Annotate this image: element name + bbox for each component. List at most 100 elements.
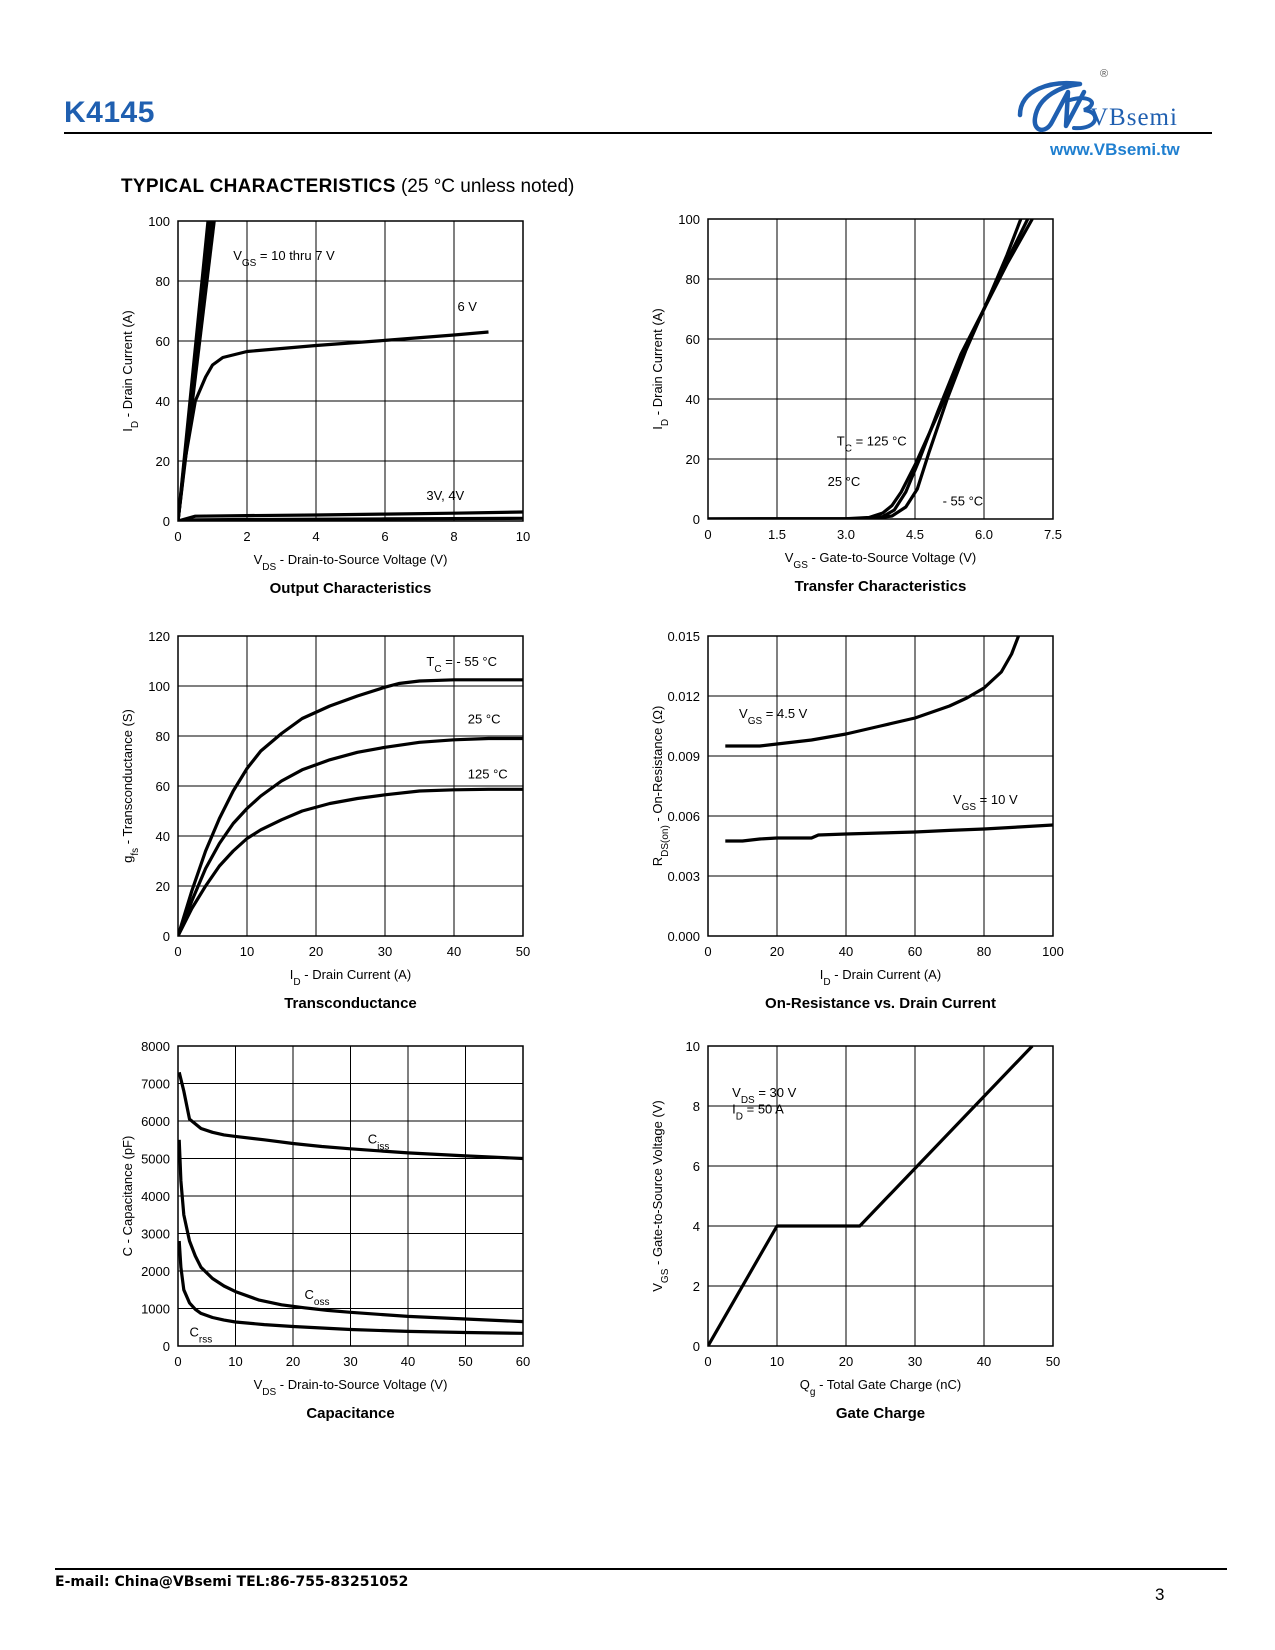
x-tick-label: 40 xyxy=(447,944,461,959)
brand-name: VBsemi xyxy=(1090,104,1178,131)
section-title: TYPICAL CHARACTERISTICS (25 °C unless no… xyxy=(121,176,574,198)
chart-title: Transconductance xyxy=(284,995,417,1012)
y-axis-label: ID - Drain Current (A) xyxy=(120,310,141,431)
annotation-label: VDS = 30 V xyxy=(732,1085,796,1106)
y-tick-label: 4 xyxy=(693,1219,700,1234)
x-axis-label: VDS - Drain-to-Source Voltage (V) xyxy=(254,552,448,573)
x-tick-label: 4 xyxy=(312,529,319,544)
annotation-label: 25 °C xyxy=(468,712,501,727)
y-tick-label: 80 xyxy=(156,729,170,744)
annotation-label: Crss xyxy=(190,1325,213,1346)
x-tick-label: 0 xyxy=(704,527,711,542)
chart-capacitance: 0 10 20 30 40 50 60 0 1000 2000 3000 4000 5000 6000 70… xyxy=(120,1039,530,1422)
x-tick-label: 60 xyxy=(908,944,922,959)
y-tick-label: 20 xyxy=(156,879,170,894)
series-line xyxy=(708,219,1023,519)
registered-mark: ® xyxy=(1100,68,1109,80)
x-tick-label: 80 xyxy=(977,944,991,959)
x-tick-label: 10 xyxy=(516,529,530,544)
y-tick-label: 100 xyxy=(148,679,170,694)
y-tick-label: 20 xyxy=(686,452,700,467)
series-line xyxy=(178,1240,523,1335)
annotation-label: TC = - 55 °C xyxy=(426,654,497,675)
x-tick-label: 20 xyxy=(770,944,784,959)
plot-frame xyxy=(707,1045,1054,1347)
annotation-label: TC = 125 °C xyxy=(837,434,907,455)
y-tick-label: 40 xyxy=(156,394,170,409)
x-tick-label: 2 xyxy=(243,529,250,544)
series-line xyxy=(708,1046,1034,1346)
y-tick-label: 2000 xyxy=(141,1264,170,1279)
y-tick-label: 20 xyxy=(156,454,170,469)
y-tick-label: 4000 xyxy=(141,1189,170,1204)
series-line xyxy=(725,823,1053,843)
plot-frame xyxy=(177,635,524,937)
part-number: K4145 xyxy=(64,96,155,129)
y-axis-label: VGS - Gate-to-Source Voltage (V) xyxy=(650,1100,671,1291)
page-number: 3 xyxy=(1155,1585,1165,1604)
y-axis-label: C - Capacitance (pF) xyxy=(120,1136,135,1257)
chart-title: Output Characteristics xyxy=(270,580,432,597)
y-tick-label: 80 xyxy=(156,274,170,289)
chart-title: On-Resistance vs. Drain Current xyxy=(765,995,996,1012)
y-axis-label: RDS(on) - On-Resistance (Ω) xyxy=(650,706,671,867)
x-tick-label: 0 xyxy=(704,1354,711,1369)
x-tick-label: 30 xyxy=(343,1354,357,1369)
y-tick-label: 100 xyxy=(148,214,170,229)
series-line xyxy=(178,330,489,521)
y-tick-label: 60 xyxy=(686,332,700,347)
y-tick-label: 8000 xyxy=(141,1039,170,1054)
x-tick-label: 50 xyxy=(458,1354,472,1369)
x-tick-label: 10 xyxy=(228,1354,242,1369)
y-tick-label: 6000 xyxy=(141,1114,170,1129)
x-axis-label: ID - Drain Current (A) xyxy=(290,967,411,988)
footer-rule xyxy=(55,1568,1227,1570)
y-tick-label: 0 xyxy=(163,514,170,529)
y-tick-label: 0 xyxy=(163,929,170,944)
y-tick-label: 6 xyxy=(693,1159,700,1174)
x-tick-label: 10 xyxy=(240,944,254,959)
y-tick-label: 80 xyxy=(686,272,700,287)
x-tick-label: 0 xyxy=(174,944,181,959)
series-line xyxy=(178,736,523,936)
series-line xyxy=(708,219,1034,519)
annotation-label: ID = 50 A xyxy=(732,1102,784,1123)
y-axis-label: gfs - Transconductance (S) xyxy=(120,709,141,863)
series-line xyxy=(725,636,1020,748)
y-tick-label: 0.015 xyxy=(667,629,700,644)
x-tick-label: 7.5 xyxy=(1044,527,1062,542)
annotation-label: 25 °C xyxy=(828,474,861,489)
annotation-label: 125 °C xyxy=(468,767,508,782)
footer-contact: E-mail: China@VBsemi TEL:86-755-83251052 xyxy=(55,1574,409,1590)
x-tick-label: 30 xyxy=(378,944,392,959)
x-tick-label: 40 xyxy=(977,1354,991,1369)
vbsemi-logo-icon xyxy=(1017,80,1098,132)
plot-frame xyxy=(707,635,1054,937)
annotation-label: VGS = 4.5 V xyxy=(739,706,808,727)
x-tick-label: 8 xyxy=(450,529,457,544)
x-tick-label: 40 xyxy=(401,1354,415,1369)
series-line xyxy=(178,1071,523,1161)
x-tick-label: 6 xyxy=(381,529,388,544)
section-title-bold: TYPICAL CHARACTERISTICS xyxy=(121,176,396,197)
x-tick-label: 0 xyxy=(174,1354,181,1369)
plot-frame xyxy=(177,220,524,522)
chart-gate-charge: 0 10 20 30 40 50 0 2 4 6 8 10 VDS = 30 VID = 50 A Qg … xyxy=(650,1039,1060,1422)
chart-transconductance: 0 10 20 30 40 50 0 20 40 60 80 100 120 TC = - 55 °C 25… xyxy=(120,629,530,1012)
x-tick-label: 4.5 xyxy=(906,527,924,542)
x-axis-label: VDS - Drain-to-Source Voltage (V) xyxy=(254,1377,448,1398)
x-tick-label: 1.5 xyxy=(768,527,786,542)
chart-transfer: 0 1.5 3.0 4.5 6.0 7.5 0 20 40 60 80 100 TC = 125 °C 2… xyxy=(650,212,1062,595)
x-tick-label: 20 xyxy=(286,1354,300,1369)
y-tick-label: 3000 xyxy=(141,1227,170,1242)
x-tick-label: 20 xyxy=(309,944,323,959)
y-tick-label: 1000 xyxy=(141,1302,170,1317)
x-tick-label: 100 xyxy=(1042,944,1064,959)
website-link[interactable]: www.VBsemi.tw xyxy=(1050,140,1180,159)
chart-title: Capacitance xyxy=(306,1405,394,1422)
x-tick-label: 40 xyxy=(839,944,853,959)
y-tick-label: 40 xyxy=(156,829,170,844)
plot-frame xyxy=(177,1045,524,1347)
y-tick-label: 0.012 xyxy=(667,689,700,704)
